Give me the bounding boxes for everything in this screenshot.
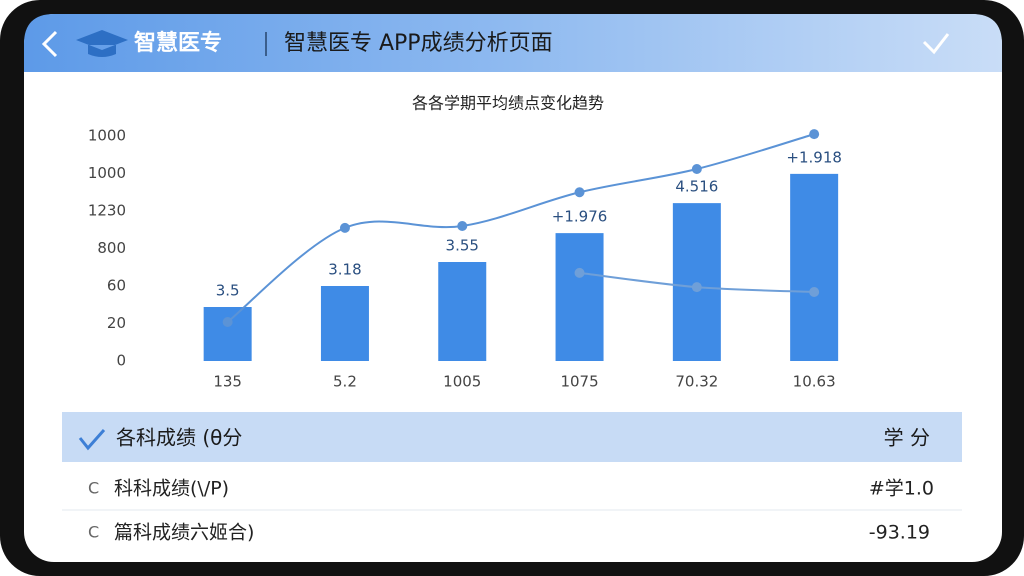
y-tick-label: 1000 bbox=[88, 164, 126, 182]
confirm-button[interactable] bbox=[922, 33, 950, 55]
annotation: 3.18 bbox=[328, 261, 361, 279]
chart-title: 各各学期平均绩点变化趋势 bbox=[412, 94, 604, 113]
y-tick-label: 800 bbox=[97, 239, 126, 257]
line-point bbox=[222, 317, 233, 327]
line-point bbox=[339, 222, 350, 233]
line-point bbox=[457, 221, 468, 231]
line-point bbox=[809, 129, 820, 140]
header-bar bbox=[24, 14, 1002, 72]
logo-icon bbox=[76, 30, 128, 57]
x-tick-label: 10.63 bbox=[793, 373, 836, 391]
bar bbox=[555, 233, 604, 361]
x-tick-label: 1075 bbox=[560, 373, 598, 391]
row-value: #学1.0 bbox=[869, 478, 934, 500]
check-icon bbox=[78, 429, 106, 451]
bar bbox=[790, 173, 839, 361]
x-tick-label: 1005 bbox=[443, 373, 481, 391]
x-tick-label: 135 bbox=[213, 373, 242, 391]
annotation: +1.918 bbox=[786, 148, 842, 166]
row-label: 篇科成绩六姬合) bbox=[114, 522, 254, 544]
back-button[interactable] bbox=[41, 30, 58, 58]
table-header-label: 各科成绩 (θ分 bbox=[116, 426, 242, 450]
y-tick-label: 1230 bbox=[88, 202, 126, 220]
line-point bbox=[574, 267, 585, 278]
annotation: 3.55 bbox=[446, 237, 479, 255]
table-header-unit: 学 分 bbox=[884, 426, 930, 450]
y-tick-label: 20 bbox=[107, 314, 126, 332]
bar bbox=[320, 286, 369, 361]
brand: 智慧医专 bbox=[134, 30, 222, 56]
bar bbox=[203, 307, 252, 361]
annotation: 3.5 bbox=[216, 282, 240, 300]
page-title: 智慧医专 APP成绩分析页面 bbox=[284, 31, 553, 56]
line-point bbox=[574, 187, 585, 198]
bar bbox=[438, 262, 487, 361]
annotation: +1.976 bbox=[552, 208, 608, 226]
bar bbox=[672, 203, 721, 361]
line-point bbox=[691, 282, 702, 293]
table-header bbox=[62, 412, 962, 462]
row-value: -93.19 bbox=[869, 522, 930, 544]
y-tick-label: 1000 bbox=[88, 127, 126, 145]
line-point bbox=[691, 164, 702, 174]
line bbox=[227, 133, 815, 323]
annotation: 4.516 bbox=[675, 178, 718, 196]
row-icon: C bbox=[88, 523, 99, 542]
row-icon: C bbox=[88, 479, 99, 498]
row-label: 科科成绩(\/P) bbox=[114, 478, 229, 500]
x-tick-label: 70.32 bbox=[675, 373, 718, 391]
y-tick-label: 0 bbox=[116, 352, 126, 370]
y-tick-label: 60 bbox=[107, 277, 126, 295]
x-tick-label: 5.2 bbox=[333, 373, 357, 391]
line-point bbox=[809, 287, 820, 297]
